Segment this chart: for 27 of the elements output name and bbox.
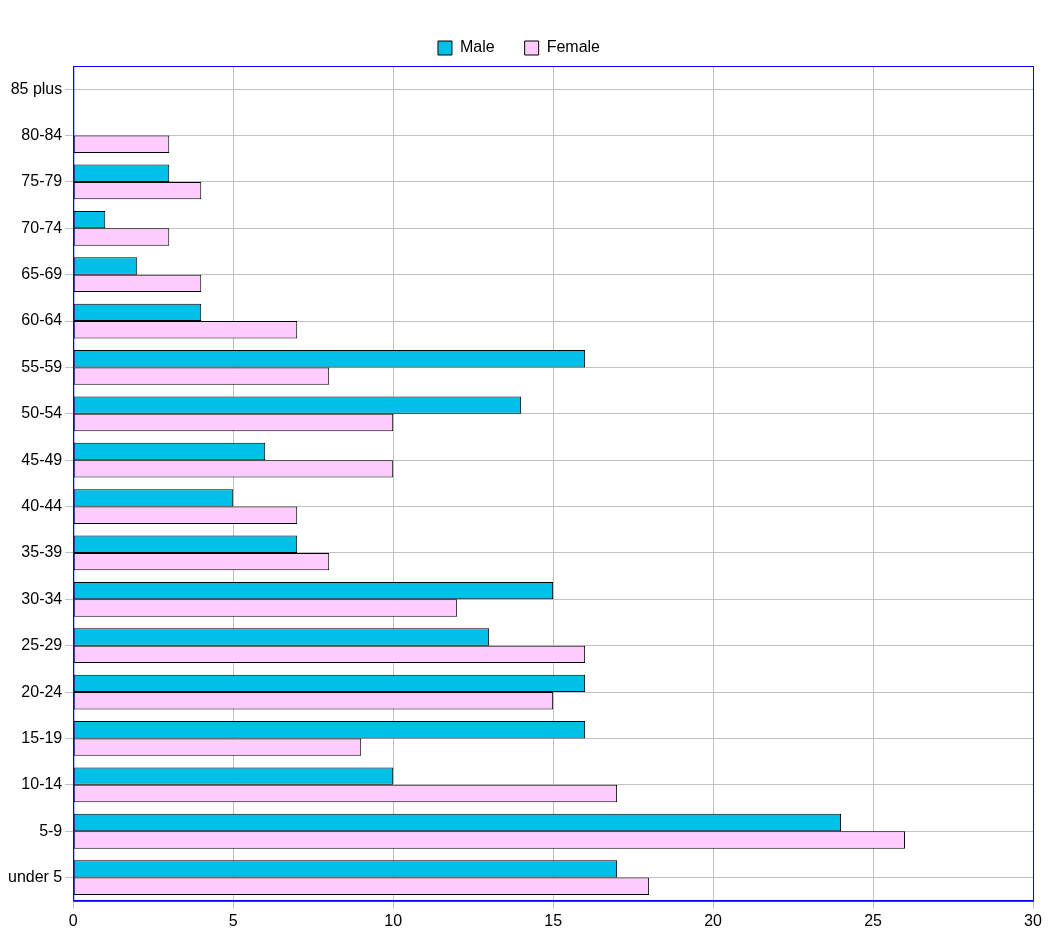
y-tick-label: 45-49: [21, 450, 63, 468]
y-tick-label: 65-69: [21, 265, 63, 283]
legend-label: Female: [546, 38, 601, 56]
legend-label: Male: [459, 38, 495, 56]
x-tick-label: 10: [384, 911, 403, 929]
x-tick-label: 5: [228, 911, 238, 929]
y-tick-label: 80-84: [21, 125, 63, 143]
y-tick-label: 20-24: [21, 682, 63, 700]
y-tick-label: 50-54: [21, 404, 63, 422]
y-tick-label: 15-19: [21, 728, 63, 746]
y-tick-label: 35-39: [21, 543, 63, 561]
y-tick-label: 10-14: [21, 775, 63, 793]
y-tick-label: 85 plus: [10, 79, 63, 97]
y-tick-label: 70-74: [21, 218, 63, 236]
x-tick-label: 15: [544, 911, 563, 929]
y-tick-label: 60-64: [21, 311, 63, 329]
y-tick-label: 55-59: [21, 357, 63, 375]
y-tick-label: 30-34: [21, 589, 63, 607]
y-tick-label: under 5: [8, 868, 63, 886]
y-tick-label: 5-9: [39, 821, 63, 839]
x-tick-label: 30: [1024, 911, 1042, 929]
x-tick-label: 0: [68, 911, 78, 929]
y-tick-label: 40-44: [21, 497, 63, 514]
x-tick-label: 25: [864, 911, 883, 929]
y-tick-label: 75-79: [21, 172, 63, 190]
x-tick-label: 20: [704, 911, 723, 929]
y-tick-label: 25-29: [21, 636, 63, 654]
